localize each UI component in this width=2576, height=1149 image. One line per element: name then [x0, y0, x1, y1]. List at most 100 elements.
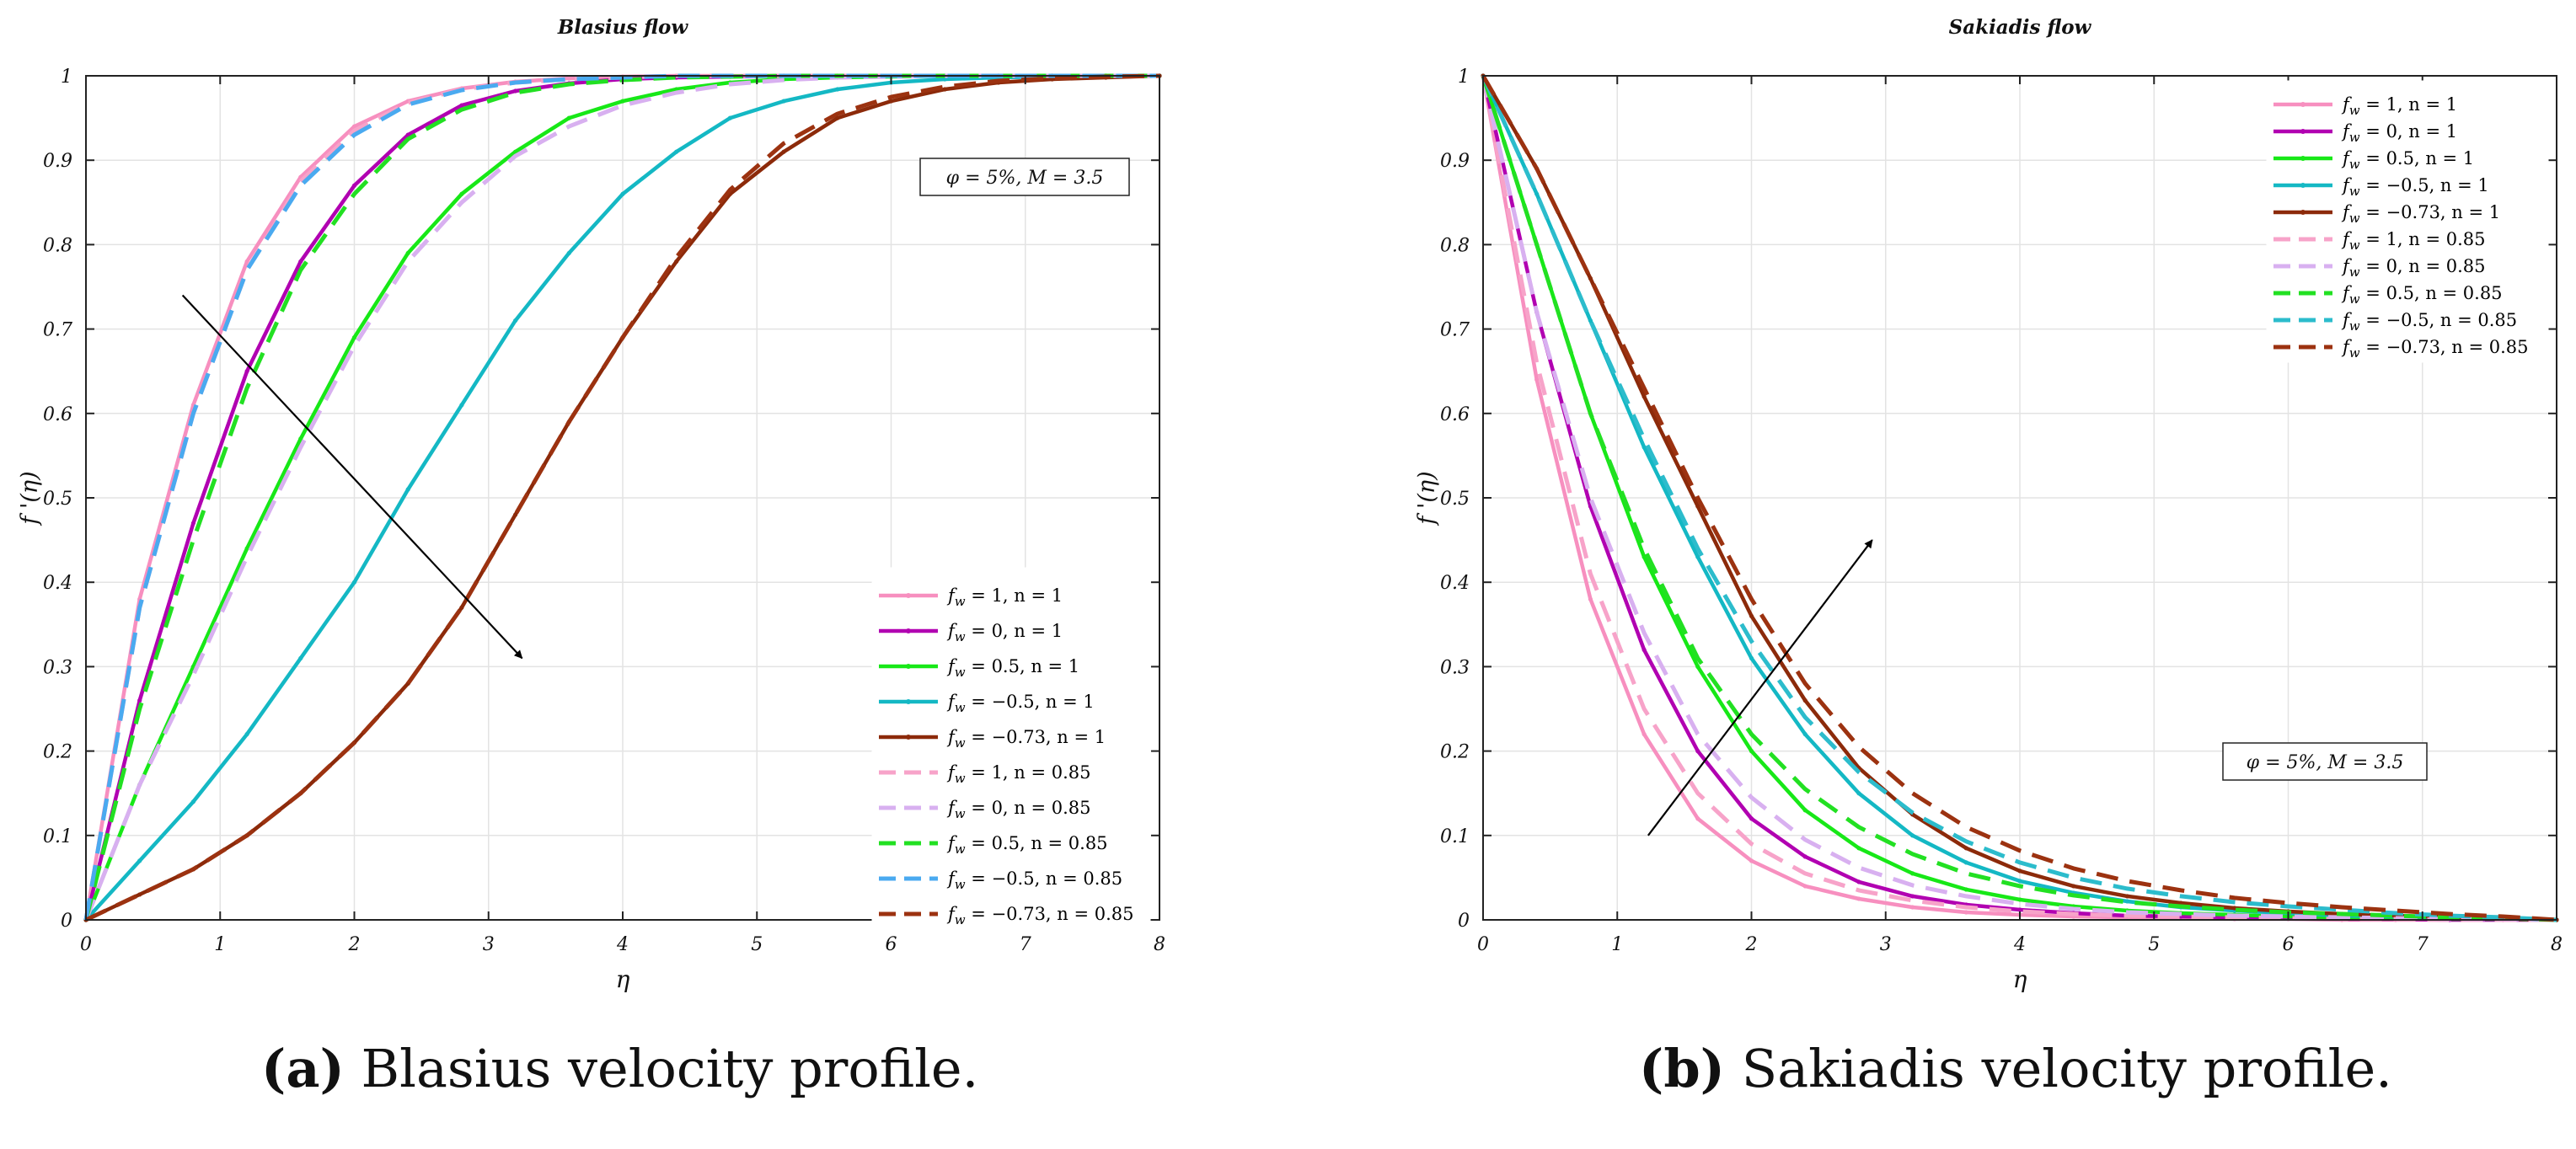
data-point-1-6 — [1802, 854, 1807, 859]
caption-a: (a) Blasius velocity profile. — [261, 1038, 978, 1099]
data-point-0-4 — [1695, 816, 1700, 821]
data-point-4-11 — [2071, 884, 2076, 889]
chart-title: Blasius flow — [557, 16, 689, 39]
x-tick-label-3: 3 — [1880, 934, 1892, 955]
y-tick-label-3: 0.3 — [43, 657, 72, 678]
data-point-4-16 — [942, 87, 947, 92]
legend-label-0: fw = 1, n = 1 — [2341, 94, 2457, 118]
data-point-2-9 — [1963, 887, 1968, 892]
data-point-3-5 — [1749, 655, 1754, 660]
data-point-1-4 — [1695, 749, 1700, 754]
legend-box — [2266, 80, 2549, 363]
data-point-0-1 — [1534, 377, 1540, 382]
data-point-3-2 — [1588, 318, 1593, 323]
annotation-text: φ = 5%, M = 3.5 — [946, 168, 1104, 189]
chart-title: Sakiadis flow — [1949, 16, 2092, 39]
data-point-0-5 — [351, 124, 357, 129]
data-point-4-5 — [1749, 613, 1754, 618]
data-point-4-14 — [835, 115, 840, 120]
data-point-3-12 — [2124, 899, 2129, 904]
y-tick-label-6: 0.6 — [43, 404, 72, 425]
x-tick-label-4: 4 — [616, 934, 629, 955]
data-point-1-3 — [1641, 647, 1647, 652]
data-point-4-3 — [1641, 394, 1647, 399]
x-tick-label-0: 0 — [80, 934, 92, 955]
y-tick-label-2: 0.2 — [1440, 742, 1470, 763]
data-point-1-2 — [190, 521, 195, 526]
legend-marker-2 — [906, 664, 911, 669]
x-tick-label-4: 4 — [2013, 934, 2026, 955]
data-point-0-3 — [1641, 731, 1647, 737]
x-tick-label-1: 1 — [214, 934, 226, 955]
x-tick-label-6: 6 — [2283, 934, 2295, 955]
data-point-1-7 — [1856, 879, 1861, 884]
data-point-4-2 — [1588, 275, 1593, 281]
legend-marker-2 — [2300, 156, 2306, 161]
data-point-3-6 — [405, 487, 410, 492]
y-tick-label-5: 0.5 — [1440, 489, 1470, 510]
data-point-4-11 — [674, 259, 679, 265]
legend-label-2: fw = 0.5, n = 1 — [2341, 148, 2474, 172]
annotation-text: φ = 5%, M = 3.5 — [2247, 752, 2404, 773]
data-point-3-14 — [835, 87, 840, 92]
caption-b-text: Sakiadis velocity profile. — [1725, 1038, 2392, 1099]
y-tick-label-1: 0.1 — [1440, 826, 1470, 847]
x-tick-label-3: 3 — [483, 934, 495, 955]
legend-label-9: fw = −0.73, n = 0.85 — [946, 904, 1134, 927]
legend-label-8: fw = −0.5, n = 0.85 — [2341, 310, 2517, 334]
legend-marker-3 — [2300, 183, 2306, 188]
y-tick-label-5: 0.5 — [43, 489, 72, 510]
legend-label-7: fw = 0.5, n = 0.85 — [946, 833, 1108, 857]
caption-b-label: (b) — [1639, 1038, 1726, 1099]
data-point-0-5 — [1749, 858, 1754, 863]
data-point-0-3 — [244, 259, 249, 265]
data-point-4-12 — [2124, 894, 2129, 899]
data-point-2-4 — [1695, 664, 1700, 670]
y-tick-label-2: 0.2 — [43, 742, 72, 763]
data-point-2-3 — [244, 546, 249, 551]
y-tick-label-10: 1 — [61, 67, 72, 88]
y-tick-label-0: 0 — [61, 911, 72, 932]
data-point-3-10 — [620, 191, 625, 196]
data-point-1-7 — [459, 103, 464, 108]
data-point-0-8 — [1910, 905, 1915, 910]
data-point-3-5 — [351, 580, 357, 585]
data-point-0-2 — [1588, 596, 1593, 601]
data-point-2-7 — [459, 191, 464, 196]
y-tick-label-9: 0.9 — [1440, 151, 1470, 172]
data-point-1-6 — [405, 132, 410, 137]
y-tick-label-8: 0.8 — [43, 235, 72, 256]
x-tick-label-1: 1 — [1611, 934, 1623, 955]
legend-marker-3 — [906, 699, 911, 704]
y-tick-label-9: 0.9 — [43, 151, 72, 172]
data-point-3-9 — [566, 250, 571, 256]
data-point-3-9 — [1963, 860, 1968, 865]
data-point-2-8 — [1910, 871, 1915, 876]
x-tick-label-5: 5 — [751, 934, 763, 955]
trend-arrow — [181, 294, 523, 660]
data-point-2-10 — [620, 99, 625, 104]
y-axis-label: f '(η) — [1414, 471, 1440, 526]
legend-marker-0 — [2300, 102, 2306, 107]
data-point-4-10 — [2017, 868, 2022, 874]
data-point-3-6 — [1802, 731, 1807, 737]
legend-marker-1 — [906, 628, 911, 633]
legend-label-3: fw = −0.5, n = 1 — [946, 692, 1095, 715]
data-point-2-5 — [1749, 749, 1754, 754]
data-point-3-1 — [1534, 191, 1540, 196]
series-line-6 — [1481, 75, 2557, 922]
caption-a-label: (a) — [261, 1038, 345, 1099]
data-point-1-10 — [2017, 907, 2022, 912]
blasius-chart: 0 1 2 3 4 5 6 7 8 0 0.1 0.2 0.3 0.4 0.5 0.6 0.7 0.8 0.9 1 Bl… — [17, 16, 1165, 993]
y-tick-label-0: 0 — [1458, 911, 1470, 932]
data-point-3-13 — [781, 99, 786, 104]
trend-arrow — [1647, 539, 1873, 836]
x-tick-label-2: 2 — [348, 934, 361, 955]
data-point-3-8 — [513, 318, 518, 323]
x-tick-label-8: 8 — [2551, 934, 2563, 955]
data-point-2-5 — [351, 335, 357, 340]
data-point-2-9 — [566, 115, 571, 120]
y-tick-label-1: 0.1 — [43, 826, 72, 847]
y-tick-label-10: 1 — [1458, 67, 1470, 88]
data-point-4-6 — [1802, 697, 1807, 703]
